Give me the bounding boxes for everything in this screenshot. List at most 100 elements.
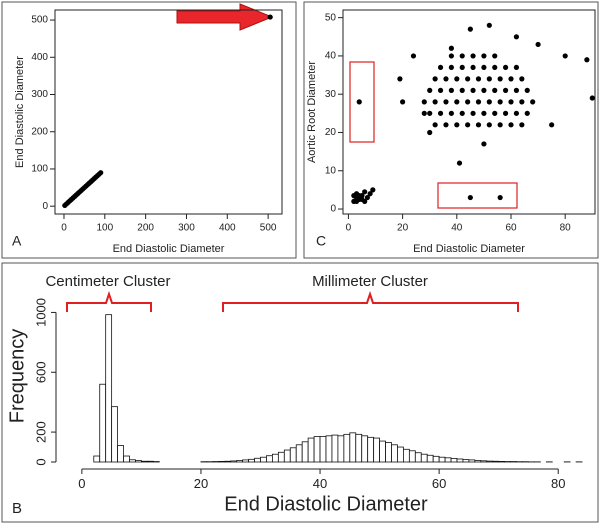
point	[497, 76, 503, 82]
bar	[367, 436, 375, 463]
point	[486, 22, 492, 28]
annotation: Millimeter Cluster	[312, 273, 428, 290]
point	[454, 99, 460, 105]
bar	[230, 460, 238, 463]
bar	[331, 434, 339, 463]
point	[448, 53, 454, 59]
point	[98, 170, 104, 176]
point	[353, 198, 360, 204]
bar	[123, 455, 130, 463]
bar	[141, 460, 148, 463]
y-tick-label: 0	[330, 204, 336, 215]
point	[497, 122, 503, 128]
point	[427, 110, 433, 116]
x-tick-label: 0	[78, 476, 85, 491]
point	[467, 194, 473, 201]
highlight-arrow	[176, 3, 274, 31]
point	[530, 99, 536, 105]
y-tick-label: 100	[31, 164, 48, 175]
x-axis-label: End Diastolic Diameter	[113, 243, 225, 255]
plot-frame	[342, 9, 596, 215]
x-tick-label: 0	[61, 223, 67, 234]
point	[486, 99, 492, 105]
point	[437, 110, 444, 116]
panel-letter: C	[316, 233, 326, 249]
y-tick-label: 40	[325, 51, 337, 62]
x-tick-label: 200	[137, 223, 154, 234]
point	[465, 76, 471, 82]
bar	[307, 437, 315, 463]
point	[359, 196, 365, 203]
point	[356, 99, 362, 105]
bar	[420, 453, 428, 463]
y-axis-label: Aortic Root Diameter	[306, 61, 318, 163]
bar	[414, 452, 422, 463]
y-axis-label: End Diastolic Diameter	[14, 56, 26, 168]
bar	[146, 460, 154, 463]
point	[502, 87, 509, 93]
y-tick-label: 600	[33, 361, 48, 383]
point	[513, 110, 520, 116]
point	[584, 57, 590, 63]
panel-frame	[1, 1, 297, 259]
point	[356, 193, 362, 199]
point	[508, 122, 514, 128]
bar	[242, 459, 249, 463]
x-tick-label: 80	[560, 223, 572, 234]
point	[443, 76, 449, 82]
bar	[266, 455, 273, 463]
point	[454, 122, 460, 128]
point	[351, 193, 357, 199]
bar	[117, 445, 124, 463]
point	[437, 87, 444, 93]
point	[470, 110, 476, 116]
point	[465, 122, 471, 128]
point	[432, 76, 438, 82]
bar	[283, 449, 291, 463]
x-axis-label: End Diastolic Diameter	[413, 243, 525, 255]
point	[400, 99, 406, 105]
bar	[438, 456, 446, 463]
bar	[426, 454, 434, 463]
point	[362, 189, 368, 195]
bar	[224, 460, 232, 463]
x-tick-label: 20	[397, 223, 409, 234]
point	[481, 141, 487, 147]
y-tick-label: 200	[31, 126, 48, 137]
y-tick-label: 20	[325, 127, 337, 138]
point	[502, 64, 509, 71]
bar	[301, 441, 309, 463]
bar	[319, 436, 327, 463]
point	[443, 122, 449, 128]
bar	[444, 457, 452, 463]
bar	[480, 460, 488, 463]
point	[454, 76, 460, 82]
bar	[408, 450, 416, 463]
bar	[236, 460, 244, 463]
x-tick-label: 500	[260, 223, 277, 234]
bar	[105, 314, 113, 463]
point	[470, 64, 476, 71]
bar	[498, 461, 506, 463]
point	[448, 110, 454, 116]
point	[492, 64, 498, 71]
point	[427, 129, 433, 136]
point	[562, 53, 568, 59]
y-tick-label: 500	[31, 15, 48, 26]
x-tick-label: 60	[432, 476, 446, 491]
bar	[343, 433, 351, 463]
point	[524, 87, 530, 93]
bar	[129, 459, 136, 463]
x-tick-label: 0	[346, 223, 352, 234]
y-tick-label: 10	[325, 165, 337, 176]
bar	[289, 447, 297, 463]
point	[492, 53, 498, 59]
point	[459, 53, 465, 59]
point	[513, 34, 520, 40]
point	[421, 110, 427, 116]
plot-frame	[54, 9, 283, 215]
bar	[93, 455, 101, 463]
point	[481, 110, 487, 116]
point	[465, 99, 471, 105]
